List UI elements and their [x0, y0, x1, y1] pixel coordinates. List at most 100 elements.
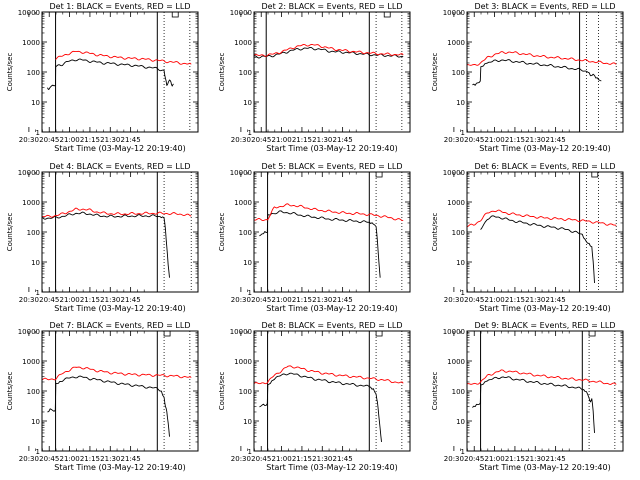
panel-title: Det 1: BLACK = Events, RED = LLD: [50, 2, 191, 11]
y-axis-label: Counts/sec: [431, 53, 439, 92]
x-tick-label: 21:45: [333, 455, 353, 463]
series-line-lld: [466, 209, 617, 228]
series-line-lld: [253, 365, 404, 385]
x-tick-label: 21:45: [546, 296, 566, 304]
y-tick-label: 1: [248, 289, 252, 297]
y-tick-label: 100: [452, 69, 465, 77]
x-tick-label: 20:30: [19, 136, 39, 144]
x-tick-label: 21:30: [312, 455, 332, 463]
y-tick-label: 1: [461, 129, 465, 137]
y-tick-label: 1000: [22, 199, 40, 207]
series-line-events: [259, 372, 382, 443]
x-tick-label: 21:45: [333, 136, 353, 144]
series-line-events: [480, 215, 595, 283]
y-tick-label: 10: [243, 99, 252, 107]
panel-title: Det 2: BLACK = Events, RED = LLD: [262, 2, 403, 11]
y-axis-label: Counts/sec: [218, 213, 226, 252]
x-tick-label: 21:00: [271, 455, 291, 463]
x-axis-label: Start Time (03-May-12 20:19:40): [266, 304, 397, 313]
y-axis-label: Counts/sec: [6, 372, 14, 411]
y-tick-label: 100: [27, 69, 40, 77]
y-tick-label: 1000: [234, 358, 252, 366]
x-axis-label: Start Time (03-May-12 20:19:40): [479, 144, 610, 153]
y-tick-label: 1000: [447, 199, 465, 207]
panel-title: Det 4: BLACK = Events, RED = LLD: [50, 162, 191, 171]
x-tick-label: 21:15: [505, 296, 525, 304]
series-line-events: [41, 211, 170, 278]
y-tick-label: 1: [461, 448, 465, 456]
x-tick-label: 21:45: [121, 136, 141, 144]
panel-title: Det 3: BLACK = Events, RED = LLD: [475, 2, 616, 11]
y-tick-label: 10: [31, 99, 40, 107]
x-axis-label: Start Time (03-May-12 20:19:40): [479, 304, 610, 313]
x-tick-label: 20:45: [464, 296, 484, 304]
x-tick-label: 20:30: [231, 296, 251, 304]
series-line-events: [47, 58, 174, 90]
x-tick-label: 21:45: [546, 136, 566, 144]
series-line-lld: [41, 366, 192, 381]
detector-panel-2: Det 2: BLACK = Events, RED = LLD Counts/s…: [218, 2, 411, 153]
y-tick-label: 1000: [22, 39, 40, 47]
y-tick-label: 100: [239, 69, 252, 77]
x-tick-label: 21:45: [121, 455, 141, 463]
x-tick-label: 21:00: [484, 455, 504, 463]
plot-frame: [41, 11, 199, 133]
plot-frame: [466, 330, 624, 452]
series-line-lld: [466, 369, 617, 385]
x-tick-label: 20:30: [19, 296, 39, 304]
x-tick-label: 21:15: [292, 136, 312, 144]
x-tick-label: 21:15: [292, 296, 312, 304]
y-axis-label: Counts/sec: [6, 53, 14, 92]
series-line-lld: [41, 207, 192, 218]
x-tick-label: 21:30: [100, 136, 120, 144]
detector-panel-6: Det 6: BLACK = Events, RED = LLD Counts/s…: [431, 162, 624, 313]
x-tick-label: 20:45: [39, 455, 59, 463]
x-tick-label: 21:45: [121, 296, 141, 304]
detector-panel-5: Det 5: BLACK = Events, RED = LLD Counts/s…: [218, 162, 411, 313]
plot-frame: [466, 11, 624, 133]
x-tick-label: 21:00: [484, 296, 504, 304]
x-tick-label: 20:30: [444, 455, 464, 463]
x-tick-label: 21:15: [292, 455, 312, 463]
x-tick-label: 21:00: [59, 136, 79, 144]
panel-title: Det 9: BLACK = Events, RED = LLD: [475, 321, 616, 330]
x-tick-label: 21:45: [546, 455, 566, 463]
plot-frame: [253, 330, 411, 452]
y-tick-label: 1000: [447, 39, 465, 47]
x-tick-label: 21:15: [80, 136, 100, 144]
y-tick-label: 10: [456, 418, 465, 426]
y-tick-label: 10: [456, 99, 465, 107]
x-tick-label: 21:15: [80, 455, 100, 463]
y-tick-label: 10: [243, 259, 252, 267]
x-tick-label: 20:30: [19, 455, 39, 463]
panel-title: Det 7: BLACK = Events, RED = LLD: [50, 321, 191, 330]
x-tick-label: 21:45: [333, 296, 353, 304]
y-axis-label: Counts/sec: [431, 213, 439, 252]
plot-frame: [466, 171, 624, 293]
x-tick-label: 21:30: [100, 455, 120, 463]
x-tick-label: 21:15: [80, 296, 100, 304]
x-tick-label: 20:30: [444, 136, 464, 144]
y-tick-label: 10: [456, 259, 465, 267]
y-tick-label: 1: [36, 448, 40, 456]
detector-panel-3: Det 3: BLACK = Events, RED = LLD Counts/s…: [431, 2, 624, 153]
x-axis-label: Start Time (03-May-12 20:19:40): [479, 463, 610, 472]
y-tick-label: 1000: [447, 358, 465, 366]
x-tick-label: 21:30: [525, 136, 545, 144]
x-tick-label: 21:00: [59, 455, 79, 463]
x-tick-label: 20:45: [251, 296, 271, 304]
panel-title: Det 5: BLACK = Events, RED = LLD: [262, 162, 403, 171]
y-tick-label: 1: [461, 289, 465, 297]
x-axis-label: Start Time (03-May-12 20:19:40): [266, 463, 397, 472]
x-tick-label: 20:45: [39, 136, 59, 144]
x-tick-label: 21:30: [525, 296, 545, 304]
x-axis-label: Start Time (03-May-12 20:19:40): [54, 144, 185, 153]
x-axis-label: Start Time (03-May-12 20:19:40): [54, 304, 185, 313]
panel-title: Det 8: BLACK = Events, RED = LLD: [262, 321, 403, 330]
series-line-events: [472, 59, 602, 86]
y-tick-label: 100: [27, 388, 40, 396]
x-tick-label: 20:30: [444, 296, 464, 304]
x-tick-label: 21:00: [271, 136, 291, 144]
